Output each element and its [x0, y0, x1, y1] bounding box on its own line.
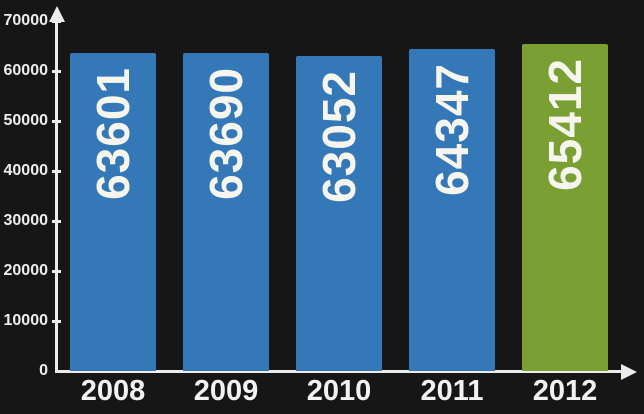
y-tick-label: 50000 — [3, 112, 49, 129]
x-axis-line — [55, 370, 622, 373]
bar-value-label: 63052 — [313, 70, 365, 203]
bar-value-label: 63690 — [200, 67, 252, 200]
bar-value-label: 65412 — [539, 58, 591, 191]
bar-2012: 65412 — [522, 44, 608, 371]
bar-2011: 64347 — [409, 49, 495, 371]
y-tick-mark — [52, 220, 61, 223]
y-tick-label: 0 — [39, 362, 48, 379]
bar-value-label: 63601 — [87, 67, 139, 200]
x-axis-arrow-icon — [621, 364, 637, 380]
x-tick-label-2011: 2011 — [420, 375, 484, 407]
bar-2009: 63690 — [183, 53, 269, 371]
y-tick-mark — [52, 20, 61, 23]
x-tick-label-2010: 2010 — [306, 375, 372, 407]
y-tick-label: 30000 — [3, 212, 49, 229]
bar-value-label: 64347 — [426, 63, 478, 196]
y-tick-label: 60000 — [3, 62, 49, 79]
y-axis-line — [55, 12, 58, 371]
y-tick-mark — [52, 120, 61, 123]
y-tick-label: 20000 — [3, 262, 49, 279]
y-tick-label: 70000 — [3, 12, 49, 29]
y-tick-mark — [52, 170, 61, 173]
x-tick-label-2009: 2009 — [193, 375, 259, 407]
y-tick-mark — [52, 70, 61, 73]
x-tick-label-2008: 2008 — [80, 375, 146, 407]
y-tick-mark — [52, 270, 61, 273]
y-tick-label: 10000 — [3, 312, 49, 329]
y-tick-mark — [52, 320, 61, 323]
bar-2008: 63601 — [70, 53, 156, 371]
bar-2010: 63052 — [296, 56, 382, 371]
x-tick-label-2012: 2012 — [532, 375, 598, 407]
y-tick-label: 40000 — [3, 162, 49, 179]
y-axis-arrow-icon — [49, 6, 65, 22]
